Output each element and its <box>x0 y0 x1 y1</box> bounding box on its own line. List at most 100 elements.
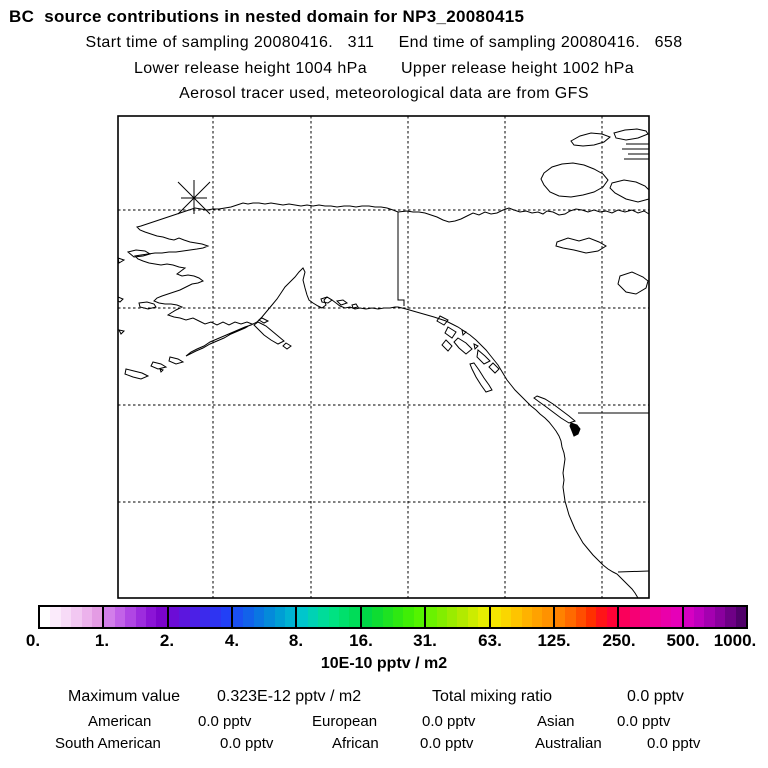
region-label-african: African <box>332 735 379 752</box>
colorbar-cell <box>606 607 618 627</box>
alaska-canada-border <box>397 212 405 306</box>
colorbar-cell <box>156 607 167 627</box>
colorbar-cell <box>640 607 651 627</box>
coastline-islands-gulf <box>253 296 359 350</box>
colorbar-cell <box>91 607 103 627</box>
region-label-asian: Asian <box>537 713 575 730</box>
colorbar-tick-label: 1000. <box>713 631 757 650</box>
colorbar-cell <box>339 607 350 627</box>
colorbar-segment <box>424 607 489 627</box>
colorbar-cell <box>467 607 479 627</box>
colorbar-cell <box>264 607 275 627</box>
release-location-marker <box>177 180 211 215</box>
colorbar-cell <box>253 607 265 627</box>
colorbar-unit-label: 10E-10 pptv / m2 <box>320 655 448 672</box>
colorbar-cell <box>693 607 705 627</box>
colorbar-cell <box>125 607 136 627</box>
colorbar-cell <box>114 607 126 627</box>
colorbar-segment <box>295 607 360 627</box>
colorbar-cell <box>426 607 437 627</box>
colorbar-cell <box>619 607 630 627</box>
colorbar-cell <box>220 607 232 627</box>
region-label-australian: Australian <box>535 735 602 752</box>
colorbar-cell <box>554 607 566 627</box>
colorbar-cell <box>135 607 146 627</box>
region-value-south-american: 0.0 pptv <box>220 735 274 752</box>
colorbar-cell <box>179 607 190 627</box>
colorbar-cell <box>532 607 543 627</box>
colorbar-cell <box>233 607 244 627</box>
region-value-african: 0.0 pptv <box>420 735 474 752</box>
colorbar-cell <box>413 607 425 627</box>
colorbar-cell <box>596 607 607 627</box>
release-height-line: Lower release height 1004 hPa Upper rele… <box>133 60 635 77</box>
colorbar-cell <box>104 607 115 627</box>
coastline-islands-panhandle <box>436 315 581 437</box>
colorbar-cell <box>328 607 339 627</box>
colorbar-tick-label: 63. <box>478 631 502 650</box>
colorbar-cell <box>683 607 694 627</box>
colorbar-segment <box>102 607 167 627</box>
colorbar-cell <box>243 607 254 627</box>
colorbar-cell <box>436 607 447 627</box>
colorbar-cell <box>521 607 533 627</box>
colorbar-segment <box>166 607 232 627</box>
map-frame <box>117 115 650 599</box>
region-value-australian: 0.0 pptv <box>647 735 701 752</box>
sampling-time-line: Start time of sampling 20080416. 311 End… <box>85 34 683 51</box>
colorbar-cell <box>704 607 715 627</box>
colorbar-segment <box>359 607 425 627</box>
colorbar-segment <box>231 607 296 627</box>
border-lines <box>397 212 650 573</box>
colorbar-cell <box>403 607 414 627</box>
colorbar-cell <box>60 607 72 627</box>
colorbar-cell <box>372 607 383 627</box>
tracer-info-line: Aerosol tracer used, meteorological data… <box>179 85 589 102</box>
colorbar-cell <box>629 607 641 627</box>
colorbar-cell <box>210 607 221 627</box>
region-value-european: 0.0 pptv <box>422 713 476 730</box>
colorbar-tick-label: 4. <box>224 631 240 650</box>
colorbar-segment <box>488 607 553 627</box>
colorbar-cell <box>189 607 200 627</box>
colorbar-tick-label: 31. <box>413 631 437 650</box>
colorbar-cell <box>565 607 576 627</box>
colorbar-tick-label: 8. <box>288 631 304 650</box>
colorbar-cell <box>725 607 736 627</box>
coastline-mainland <box>133 202 650 599</box>
colorbar-cell <box>71 607 82 627</box>
region-value-asian: 0.0 pptv <box>617 713 671 730</box>
region-value-american: 0.0 pptv <box>198 713 252 730</box>
map-gridlines <box>118 116 649 598</box>
colorbar-cell <box>735 607 746 627</box>
colorbar-cell <box>285 607 296 627</box>
colorbar-cell <box>274 607 286 627</box>
colorbar-cell <box>81 607 92 627</box>
colorbar-tick-label: 500. <box>666 631 700 650</box>
colorbar-cell <box>349 607 360 627</box>
total-ratio-value: 0.0 pptv <box>627 688 684 705</box>
colorbar-cell <box>168 607 180 627</box>
colorbar-cell <box>490 607 501 627</box>
colorbar-tick-label: 250. <box>602 631 636 650</box>
maximum-value: 0.323E-12 pptv / m2 <box>217 688 362 705</box>
us-mexico-border <box>617 570 650 573</box>
colorbar-cell <box>297 607 308 627</box>
colorbar-tick-label: 2. <box>159 631 175 650</box>
colorbar-cell <box>511 607 522 627</box>
colorbar-cell <box>575 607 587 627</box>
colorbar-cell <box>392 607 404 627</box>
colorbar-cell <box>457 607 468 627</box>
colorbar-cell <box>714 607 726 627</box>
colorbar-cell <box>671 607 682 627</box>
colorbar-cell <box>586 607 597 627</box>
colorbar-cell <box>145 607 157 627</box>
colorbar-cell <box>660 607 672 627</box>
colorbar-tick-label: 1. <box>94 631 110 650</box>
colorbar-segment <box>681 607 746 627</box>
colorbar-cell <box>542 607 553 627</box>
colorbar-cell <box>382 607 393 627</box>
colorbar-cell <box>199 607 211 627</box>
